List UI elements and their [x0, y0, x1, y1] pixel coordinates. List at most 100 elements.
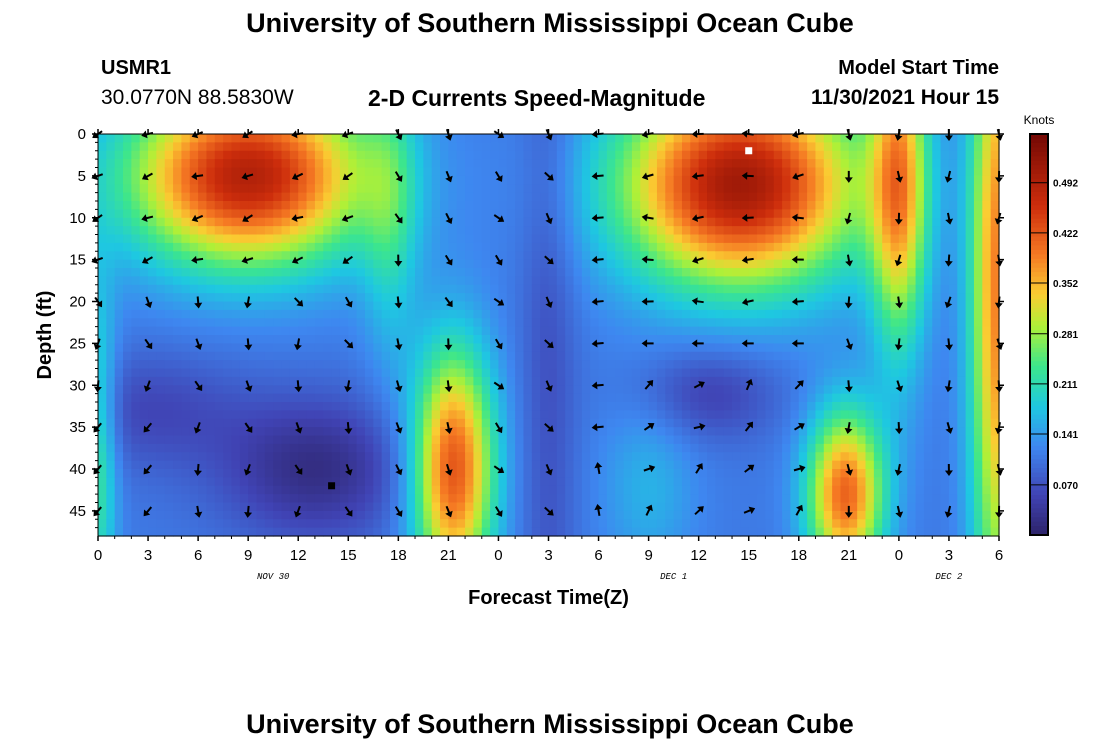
heatmap-cell: [690, 326, 700, 336]
heatmap-cell: [631, 393, 641, 403]
heatmap-cell: [732, 217, 741, 227]
heatmap-cell: [173, 259, 183, 269]
heatmap-cell: [757, 335, 766, 344]
heatmap-cell: [506, 142, 516, 152]
heatmap-cell: [389, 201, 399, 210]
heatmap-cell: [465, 184, 475, 194]
heatmap-cell: [606, 268, 616, 277]
heatmap-cell: [415, 452, 424, 462]
heatmap-cell: [398, 510, 408, 520]
heatmap-cell: [740, 201, 750, 210]
heatmap-cell: [807, 184, 817, 194]
heatmap-cell: [840, 527, 850, 537]
heatmap-cell: [164, 326, 174, 336]
heatmap-cell: [181, 150, 191, 160]
heatmap-cell: [790, 251, 800, 261]
heatmap-cell: [740, 159, 750, 169]
heatmap-cell: [707, 477, 716, 487]
heatmap-cell: [173, 293, 183, 303]
heatmap-cell: [915, 284, 925, 294]
heatmap-cell: [415, 217, 424, 227]
heatmap-cell: [898, 393, 908, 403]
heatmap-cell: [156, 494, 166, 504]
heatmap-cell: [289, 527, 299, 537]
heatmap-cell: [465, 318, 475, 328]
heatmap-cell: [440, 376, 449, 386]
heatmap-cell: [114, 284, 124, 294]
heatmap-cell: [923, 502, 933, 512]
heatmap-cell: [590, 226, 600, 236]
heatmap-cell: [198, 142, 208, 152]
heatmap-cell: [331, 452, 341, 462]
heatmap-cell: [782, 242, 792, 252]
heatmap-cell: [331, 301, 341, 311]
heatmap-cell: [890, 242, 900, 252]
heatmap-cell: [565, 167, 575, 177]
heatmap-cell: [681, 276, 691, 286]
heatmap-cell: [606, 351, 616, 361]
heatmap-cell: [506, 242, 516, 252]
heatmap-cell: [857, 134, 867, 143]
heatmap-cell: [164, 469, 174, 478]
heatmap-cell: [373, 309, 383, 319]
heatmap-cell: [873, 510, 883, 520]
heatmap-cell: [515, 494, 525, 504]
heatmap-cell: [690, 385, 700, 395]
heatmap-cell: [773, 142, 783, 152]
heatmap-cell: [239, 335, 249, 344]
heatmap-cell: [281, 301, 291, 311]
heatmap-cell: [173, 284, 183, 294]
heatmap-cell: [648, 142, 658, 152]
heatmap-cell: [389, 309, 399, 319]
heatmap-cell: [473, 217, 483, 227]
heatmap-cell: [248, 460, 258, 470]
heatmap-cell: [173, 318, 183, 328]
heatmap-cell: [381, 276, 391, 286]
heatmap-cell: [156, 485, 166, 495]
heatmap-cell: [648, 234, 658, 244]
heatmap-cell: [640, 134, 650, 143]
heatmap-cell: [773, 226, 783, 236]
heatmap-cell: [515, 360, 525, 370]
heatmap-cell: [339, 284, 349, 294]
heatmap-cell: [665, 402, 675, 411]
heatmap-cell: [907, 209, 917, 219]
heatmap-cell: [581, 494, 591, 504]
heatmap-cell: [131, 443, 141, 453]
heatmap-cell: [773, 276, 783, 286]
heatmap-cell: [748, 435, 758, 445]
heatmap-cell: [615, 335, 625, 344]
heatmap-cell: [556, 510, 566, 520]
heatmap-cell: [448, 385, 458, 395]
heatmap-cell: [840, 402, 850, 411]
heatmap-cell: [940, 527, 950, 537]
heatmap-cell: [189, 343, 199, 353]
heatmap-cell: [431, 485, 441, 495]
heatmap-cell: [631, 477, 641, 487]
heatmap-cell: [556, 192, 566, 202]
heatmap-cell: [531, 427, 541, 437]
heatmap-cell: [331, 150, 341, 160]
heatmap-cell: [206, 301, 216, 311]
heatmap-cell: [790, 418, 800, 428]
heatmap-cell: [239, 167, 249, 177]
heatmap-cell: [707, 385, 716, 395]
heatmap-cell: [948, 142, 958, 152]
heatmap-cell: [765, 268, 775, 277]
heatmap-cell: [206, 167, 216, 177]
heatmap-cell: [506, 469, 516, 478]
heatmap-cell: [465, 192, 475, 202]
heatmap-cell: [381, 351, 391, 361]
heatmap-cell: [948, 268, 958, 277]
heatmap-cell: [740, 150, 750, 160]
heatmap-cell: [823, 393, 833, 403]
heatmap-cell: [732, 318, 741, 328]
heatmap-cell: [481, 142, 491, 152]
heatmap-cell: [565, 335, 575, 344]
heatmap-cell: [531, 259, 541, 269]
heatmap-cell: [790, 301, 800, 311]
heatmap-cell: [648, 360, 658, 370]
heatmap-cell: [598, 335, 608, 344]
heatmap-cell: [948, 477, 958, 487]
heatmap-cell: [164, 351, 174, 361]
